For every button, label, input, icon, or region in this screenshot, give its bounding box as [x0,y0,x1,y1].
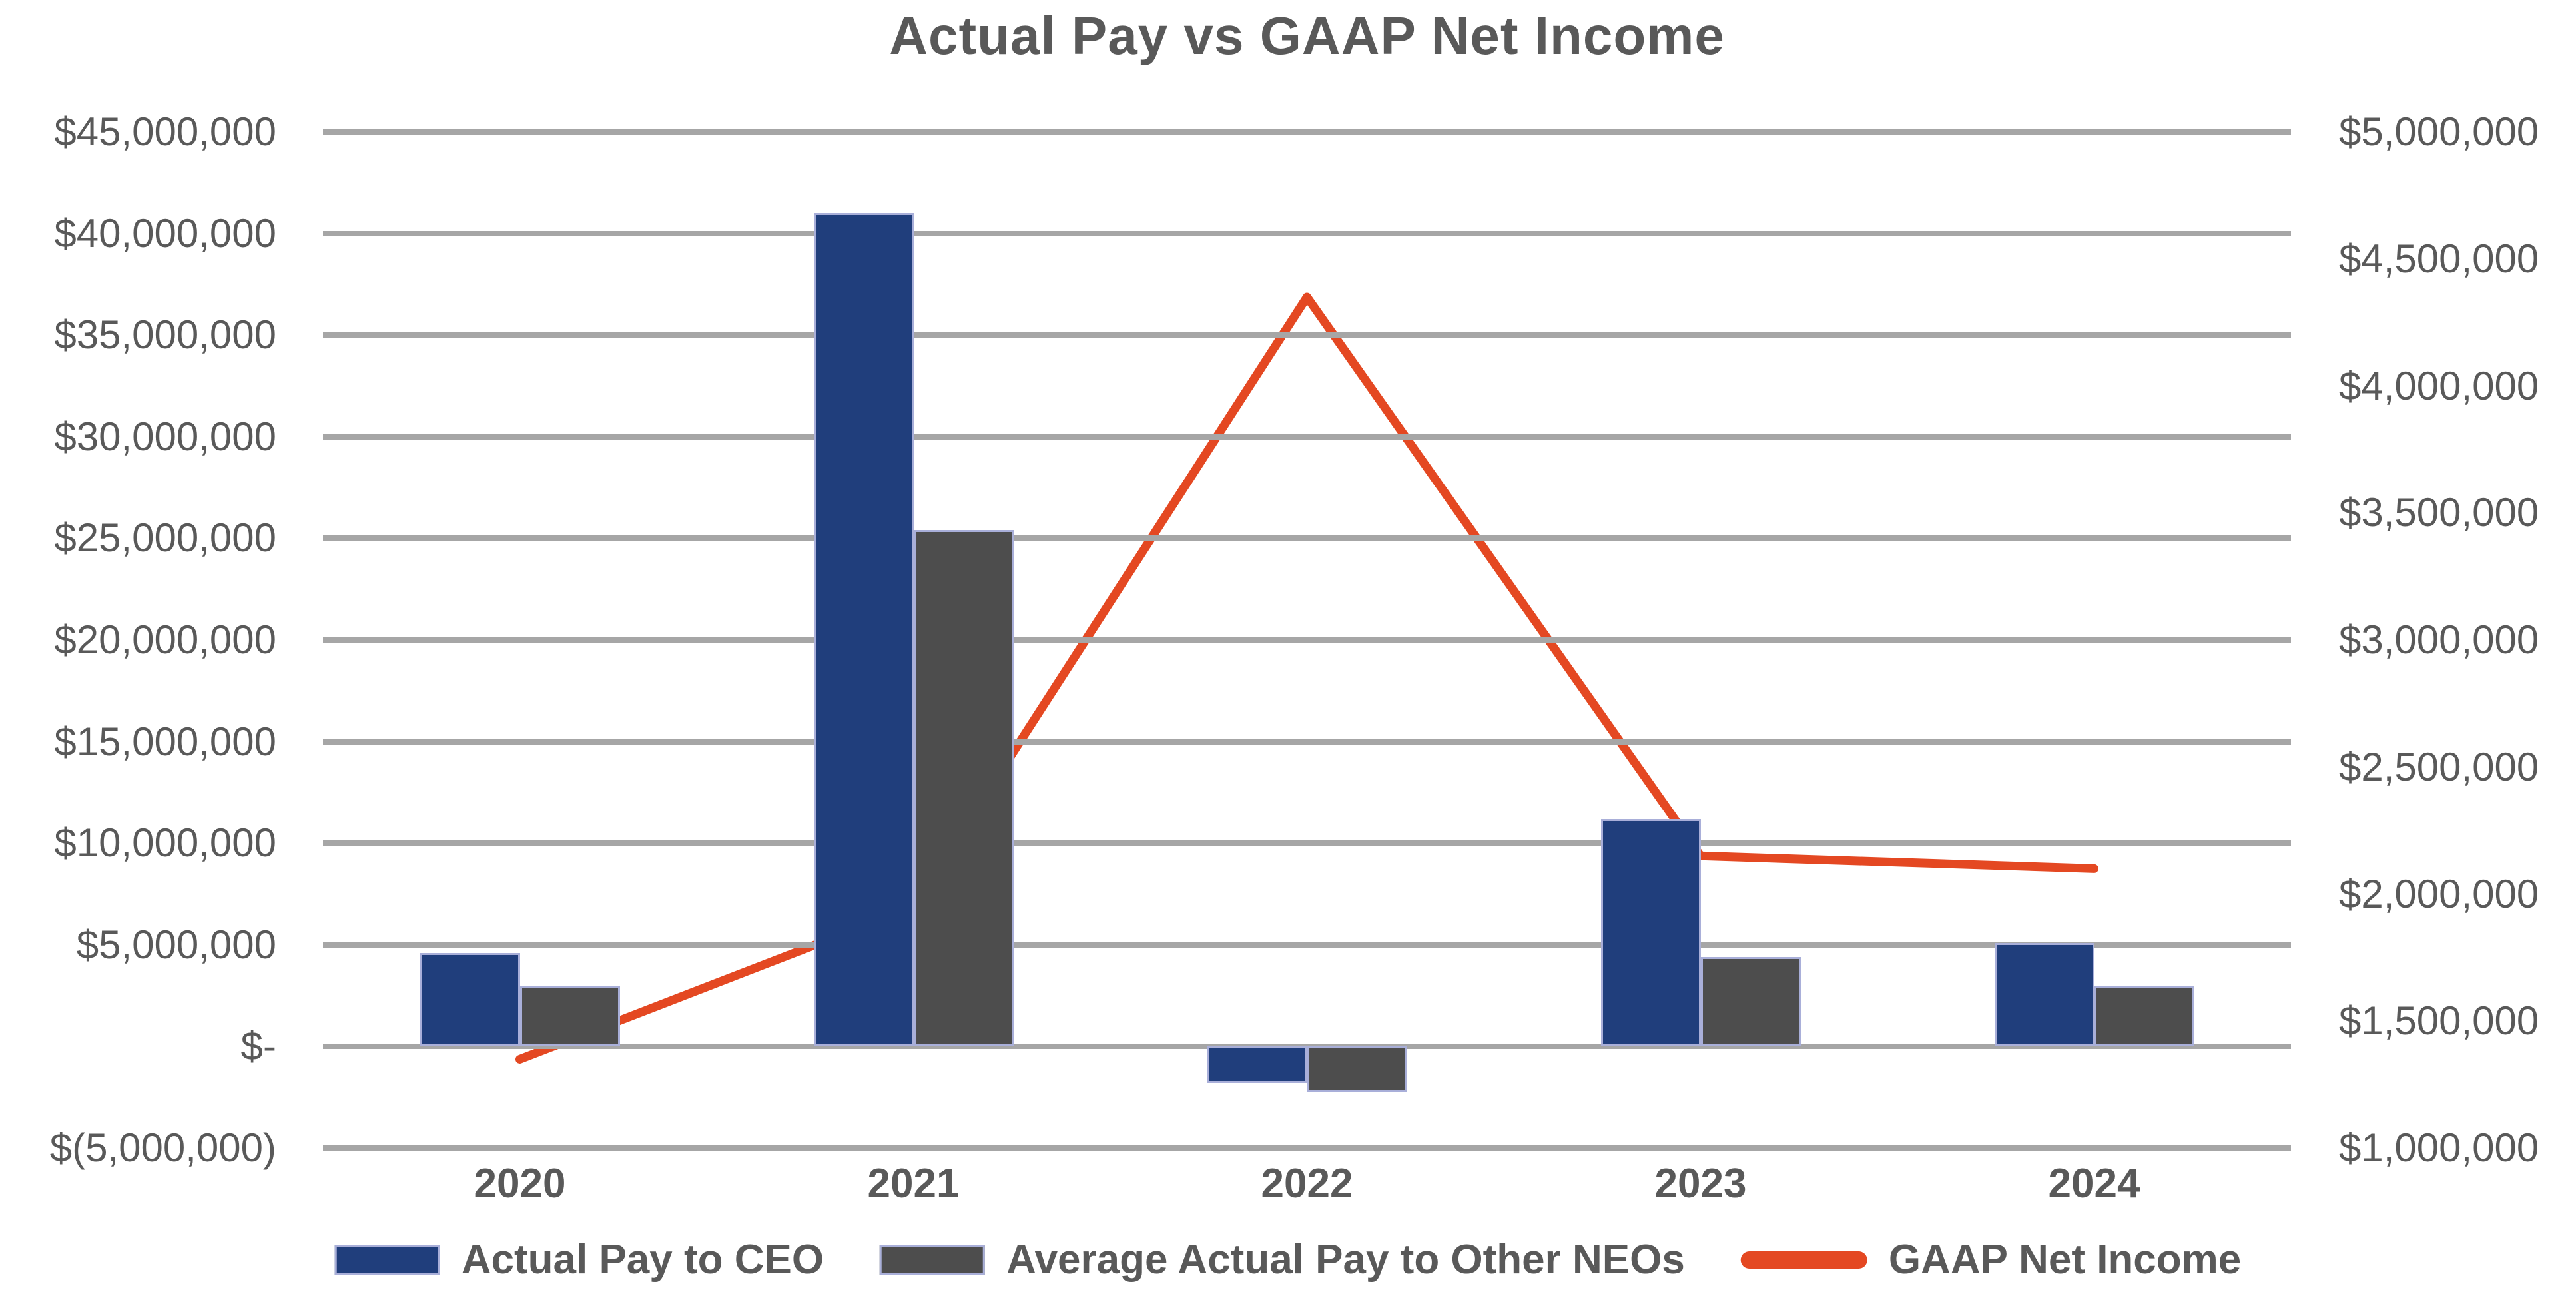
legend-label-gaap: GAAP Net Income [1888,1237,2242,1283]
gaap-net-income-polyline [515,292,2098,1064]
legend-swatch-neo-bar [880,1245,986,1275]
y-axis-left-tick: $15,000,000 [54,719,276,764]
y-axis-left-tick: $10,000,000 [54,820,276,866]
gridline [323,129,2291,135]
y-axis-left-tick: $5,000,000 [76,922,276,967]
y-axis-left-tick: $35,000,000 [54,312,276,358]
y-axis-left-tick: $25,000,000 [54,515,276,561]
x-axis-label-2023: 2023 [1654,1161,1747,1207]
bar-neos-2021 [913,530,1014,1047]
legend-item-average-pay-neos: Average Actual Pay to Other NEOs [880,1233,1685,1287]
legend-item-actual-pay-ceo: Actual Pay to CEO [334,1233,824,1287]
gridline [323,434,2291,440]
bar-neos-2020 [519,985,620,1047]
x-axis-label-2020: 2020 [474,1161,566,1207]
y-axis-right-tick: $1,500,000 [2339,998,2539,1044]
chart-title: Actual Pay vs GAAP Net Income [889,6,1725,65]
gridline [323,332,2291,338]
gaap-net-income-line [515,292,2098,1064]
gridline [323,840,2291,846]
gridline [323,535,2291,541]
plot-area [323,129,2291,1151]
y-axis-right-tick: $3,500,000 [2339,490,2539,535]
gridline [323,942,2291,948]
y-axis-left-tick: $- [240,1024,276,1069]
y-axis-right-tick: $5,000,000 [2339,109,2539,154]
bar-ceo-2022 [1207,1046,1307,1084]
gridline [323,739,2291,745]
legend-swatch-ceo-bar [334,1245,440,1275]
bar-neos-2023 [1700,957,1801,1047]
y-axis-right-tick: $2,000,000 [2339,871,2539,916]
legend: Actual Pay to CEO Average Actual Pay to … [334,1233,2242,1287]
bar-ceo-2024 [1994,942,2094,1047]
bar-ceo-2020 [420,953,520,1047]
legend-item-gaap-net-income: GAAP Net Income [1740,1233,2242,1287]
y-axis-left-tick: $(5,000,000) [49,1126,276,1170]
gridline [323,637,2291,643]
bar-ceo-2021 [813,213,914,1047]
y-axis-right-tick: $4,500,000 [2339,236,2539,281]
x-axis-label-2024: 2024 [2048,1161,2140,1207]
bar-neos-2024 [2094,985,2194,1047]
legend-swatch-gaap-line [1740,1251,1867,1269]
legend-label-ceo: Actual Pay to CEO [461,1237,824,1283]
x-axis-label-2021: 2021 [867,1161,960,1207]
y-axis-left-tick: $45,000,000 [54,109,276,154]
legend-label-neos: Average Actual Pay to Other NEOs [1006,1237,1685,1283]
bar-neos-2022 [1307,1046,1407,1092]
y-axis-right-tick: $2,500,000 [2339,744,2539,789]
y-axis-left-tick: $20,000,000 [54,617,276,662]
gridline [323,1145,2291,1151]
y-axis-left-tick: $40,000,000 [54,210,276,256]
y-axis-right-tick: $3,000,000 [2339,617,2539,662]
x-axis-label-2022: 2022 [1261,1161,1353,1207]
gridline [323,230,2291,236]
bar-ceo-2023 [1600,818,1701,1047]
y-axis-right-tick: $1,000,000 [2339,1126,2539,1170]
y-axis-left-tick: $30,000,000 [54,414,276,459]
y-axis-right-tick: $4,000,000 [2339,363,2539,408]
